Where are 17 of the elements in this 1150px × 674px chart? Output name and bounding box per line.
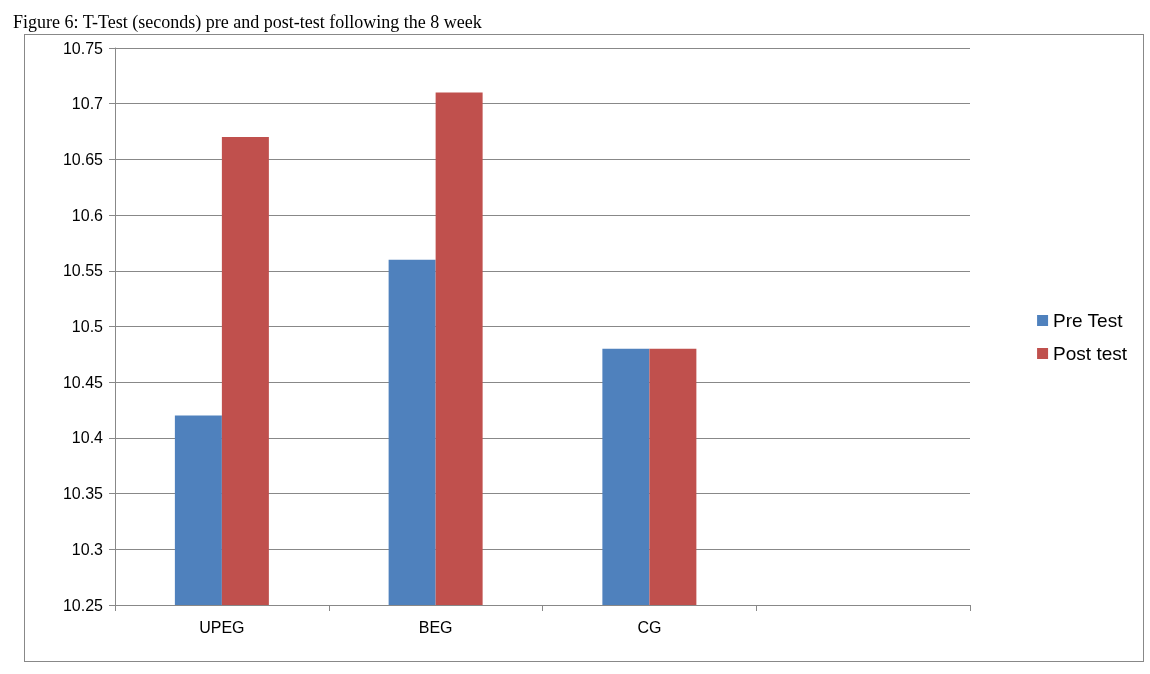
x-tick-label: UPEG [199, 618, 245, 636]
legend-label: Post test [1053, 343, 1128, 364]
chart-title: Figure 6: T-Test (seconds) pre and post-test following the 8 week [13, 12, 482, 33]
y-tick-label: 10.5 [71, 318, 104, 335]
legend-label: Pre Test [1053, 310, 1124, 331]
y-tick-label: 10.55 [62, 262, 104, 280]
y-tick-label: 10.45 [62, 373, 104, 391]
y-tick-label: 10.6 [71, 206, 104, 224]
y-tick-label: 10.4 [71, 429, 104, 447]
y-tick-label: 10.7 [71, 95, 104, 113]
x-tick-label: CG [637, 618, 662, 636]
y-tick-label: 10.65 [62, 150, 104, 168]
y-tick-label: 10.35 [62, 485, 104, 503]
y-tick-label: 10.75 [62, 39, 104, 57]
x-tick-label: BEG [418, 618, 453, 636]
y-tick-label: 10.3 [71, 540, 104, 558]
y-tick-label: 10.25 [62, 596, 104, 614]
